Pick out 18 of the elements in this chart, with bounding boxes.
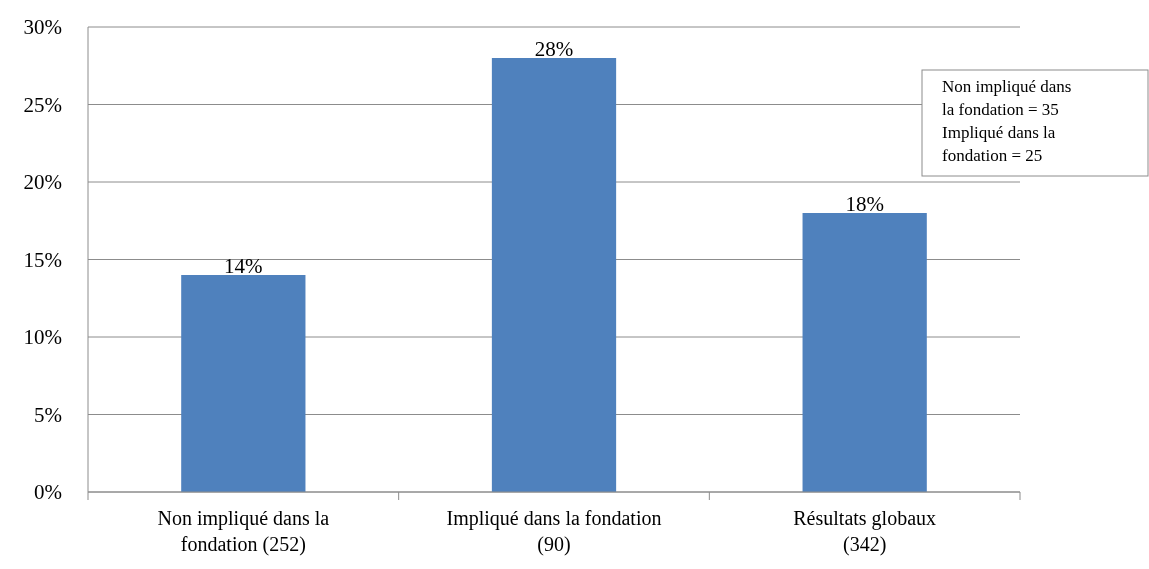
y-tick-label: 0% [34, 480, 62, 505]
x-tick-label: Non impliqué dans la fondation (252) [157, 507, 330, 556]
y-tick-label: 10% [23, 325, 62, 350]
y-tick-label: 30% [23, 15, 62, 40]
data-label: 18% [845, 192, 884, 216]
y-tick-label: 25% [23, 92, 62, 117]
note-box: Non impliqué dans la fondation = 35 Impliqué dans la fondation = 25 [921, 69, 1149, 177]
bar [802, 213, 927, 492]
annotation: Non impliqué dans la fondation = 35 Impliqué dans la fondation = 25 [942, 77, 1072, 165]
y-tick-label: 20% [23, 170, 62, 195]
data-label: 28% [534, 37, 574, 61]
x-tick-label: Impliqué dans la fondation (90) [446, 507, 662, 556]
data-label: 14% [224, 254, 263, 278]
y-tick-label: 15% [23, 247, 62, 272]
bar [181, 275, 306, 492]
y-tick-label: 5% [34, 402, 62, 427]
x-tick-label: Résultats globaux (342) [793, 507, 937, 556]
bar [491, 58, 617, 492]
